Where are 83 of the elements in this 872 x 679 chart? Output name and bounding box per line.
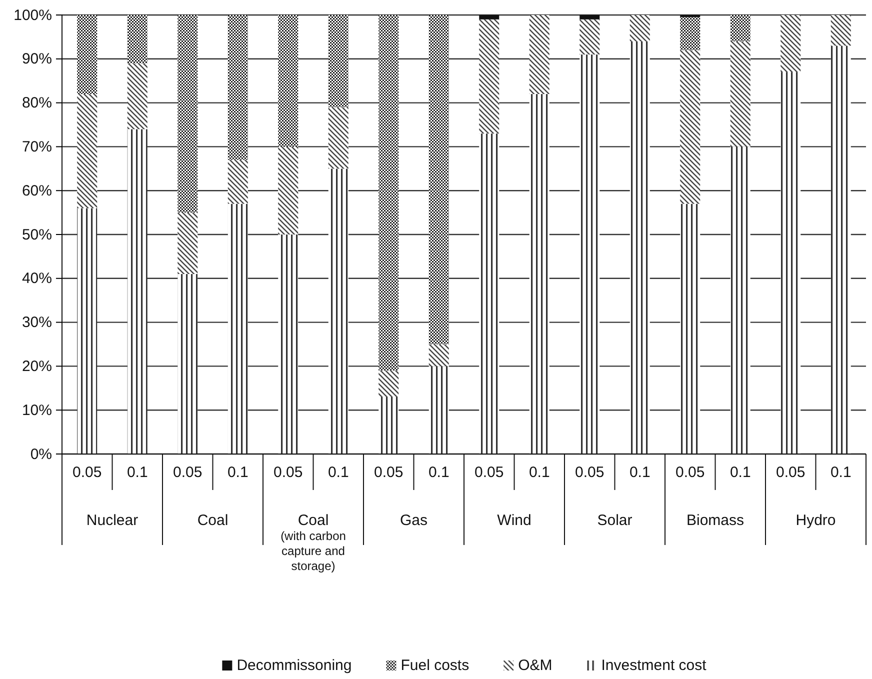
text: Coal (with carbon capture and storage)	[280, 512, 346, 573]
legend-label: Fuel costs	[400, 657, 470, 674]
bar	[730, 41, 750, 147]
bar	[228, 160, 248, 204]
x-tick-label: 0.1	[528, 464, 550, 481]
bar	[630, 15, 650, 42]
bar	[278, 146, 298, 234]
bar	[278, 234, 298, 454]
text: Solar	[597, 512, 632, 529]
bar	[479, 15, 500, 20]
x-tick-label: 0.1	[328, 464, 349, 481]
legend-label: O&M	[518, 657, 552, 674]
bar	[77, 15, 98, 94]
bar	[328, 107, 348, 169]
bar	[178, 212, 198, 274]
bar	[178, 274, 198, 454]
bar	[378, 15, 399, 371]
legend-label: Decommissoning	[236, 657, 352, 674]
x-tick-label: 0.1	[227, 464, 248, 481]
text: Gas	[400, 512, 428, 529]
x-tick-label: 0.05	[776, 464, 806, 481]
bar	[479, 134, 500, 454]
bar	[830, 46, 851, 454]
x-tick-label: 0.05	[676, 464, 705, 481]
bar	[428, 15, 449, 344]
bar	[680, 50, 700, 204]
bar	[730, 146, 750, 454]
bar	[630, 41, 650, 454]
y-tick-label: 60%	[22, 182, 52, 200]
bar	[278, 15, 298, 147]
x-tick-label: 0.1	[730, 464, 751, 481]
x-tick-label: 0.05	[173, 464, 202, 481]
bar	[780, 72, 801, 454]
y-tick-label: 70%	[22, 138, 52, 156]
text: Wind	[497, 512, 532, 529]
bar	[428, 366, 449, 454]
y-tick-label: 50%	[22, 226, 52, 244]
bar	[580, 15, 600, 20]
bar	[780, 15, 801, 72]
bar	[479, 19, 500, 134]
bar	[428, 344, 449, 366]
bar	[680, 204, 700, 454]
text: Nuclear	[86, 512, 138, 529]
x-tick-label: 0.1	[629, 464, 650, 481]
bar	[529, 94, 550, 454]
bar	[378, 396, 399, 454]
text: Hydro	[796, 512, 836, 529]
y-tick-label: 90%	[22, 50, 52, 68]
bar	[127, 63, 148, 130]
x-tick-label: 0.05	[474, 464, 504, 481]
bar	[328, 15, 348, 108]
bar	[178, 15, 198, 213]
x-tick-label: 0.1	[830, 464, 852, 481]
bar	[328, 168, 348, 454]
y-tick-label: 80%	[22, 94, 52, 112]
y-tick-label: 40%	[22, 270, 52, 288]
bar	[127, 129, 148, 454]
bar	[127, 15, 148, 64]
bar	[830, 15, 851, 46]
bar	[228, 15, 248, 160]
bar	[680, 17, 700, 50]
x-tick-label: 0.05	[575, 464, 604, 481]
y-tick-label: 10%	[22, 402, 52, 419]
x-tick-label: 0.1	[126, 464, 148, 481]
bar	[77, 94, 98, 208]
text: Coal	[197, 512, 228, 529]
bar	[580, 19, 600, 55]
x-tick-label: 0.05	[72, 464, 102, 481]
bar	[529, 15, 550, 94]
bar	[730, 15, 750, 42]
x-tick-label: 0.1	[428, 464, 450, 481]
x-tick-label: 0.05	[274, 464, 303, 481]
bar	[77, 208, 98, 454]
x-tick-label: 0.05	[374, 464, 404, 481]
y-tick-label: 20%	[22, 358, 52, 375]
legend-label: Investment cost	[601, 657, 708, 674]
bar	[580, 54, 600, 454]
y-tick-label: 0%	[30, 446, 52, 463]
y-tick-label: 30%	[22, 314, 52, 332]
y-tick-label: 100%	[14, 6, 52, 24]
text: Biomass	[686, 512, 744, 529]
bar	[228, 204, 248, 454]
bar	[378, 370, 399, 397]
